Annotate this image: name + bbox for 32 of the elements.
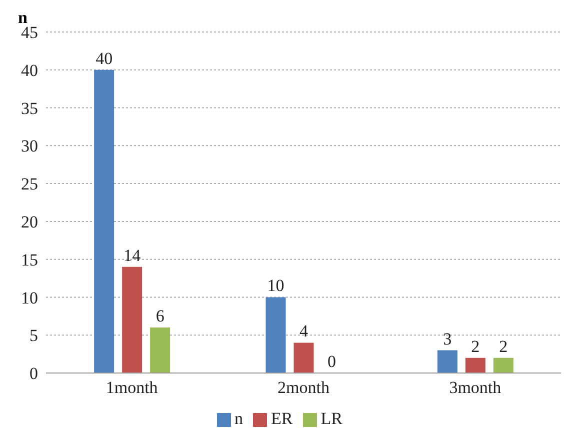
data-label: 0 xyxy=(327,352,336,371)
y-tick-label: 10 xyxy=(21,288,38,308)
y-tick-label: 25 xyxy=(21,174,38,194)
data-label: 6 xyxy=(156,306,164,326)
bar xyxy=(437,350,458,373)
y-tick-label: 0 xyxy=(30,364,38,384)
data-label: 2 xyxy=(499,336,508,356)
data-label: 10 xyxy=(267,276,284,296)
y-tick-label: 15 xyxy=(21,250,38,270)
bar xyxy=(493,358,514,373)
x-tick-label: 3month xyxy=(449,378,502,398)
y-tick-label: 5 xyxy=(30,326,38,346)
legend-label: LR xyxy=(320,409,342,428)
y-tick-label: 40 xyxy=(21,60,38,80)
bar xyxy=(122,266,142,373)
y-tick-label: 20 xyxy=(21,212,38,232)
y-tick-label: 30 xyxy=(21,136,38,156)
x-tick-label: 2month xyxy=(278,378,330,398)
bar xyxy=(294,342,314,373)
bar xyxy=(465,358,486,373)
data-label: 40 xyxy=(96,48,113,68)
data-label: 4 xyxy=(299,322,308,341)
legend-label: ER xyxy=(271,409,293,428)
bar xyxy=(150,328,170,373)
y-tick-label: 35 xyxy=(21,98,38,118)
legend-label: n xyxy=(234,409,244,428)
bar xyxy=(94,70,114,373)
x-tick-label: 1month xyxy=(106,378,158,398)
data-label: 3 xyxy=(443,329,452,348)
data-label: 2 xyxy=(471,336,480,356)
data-label: 14 xyxy=(124,246,142,265)
bar xyxy=(266,297,286,373)
